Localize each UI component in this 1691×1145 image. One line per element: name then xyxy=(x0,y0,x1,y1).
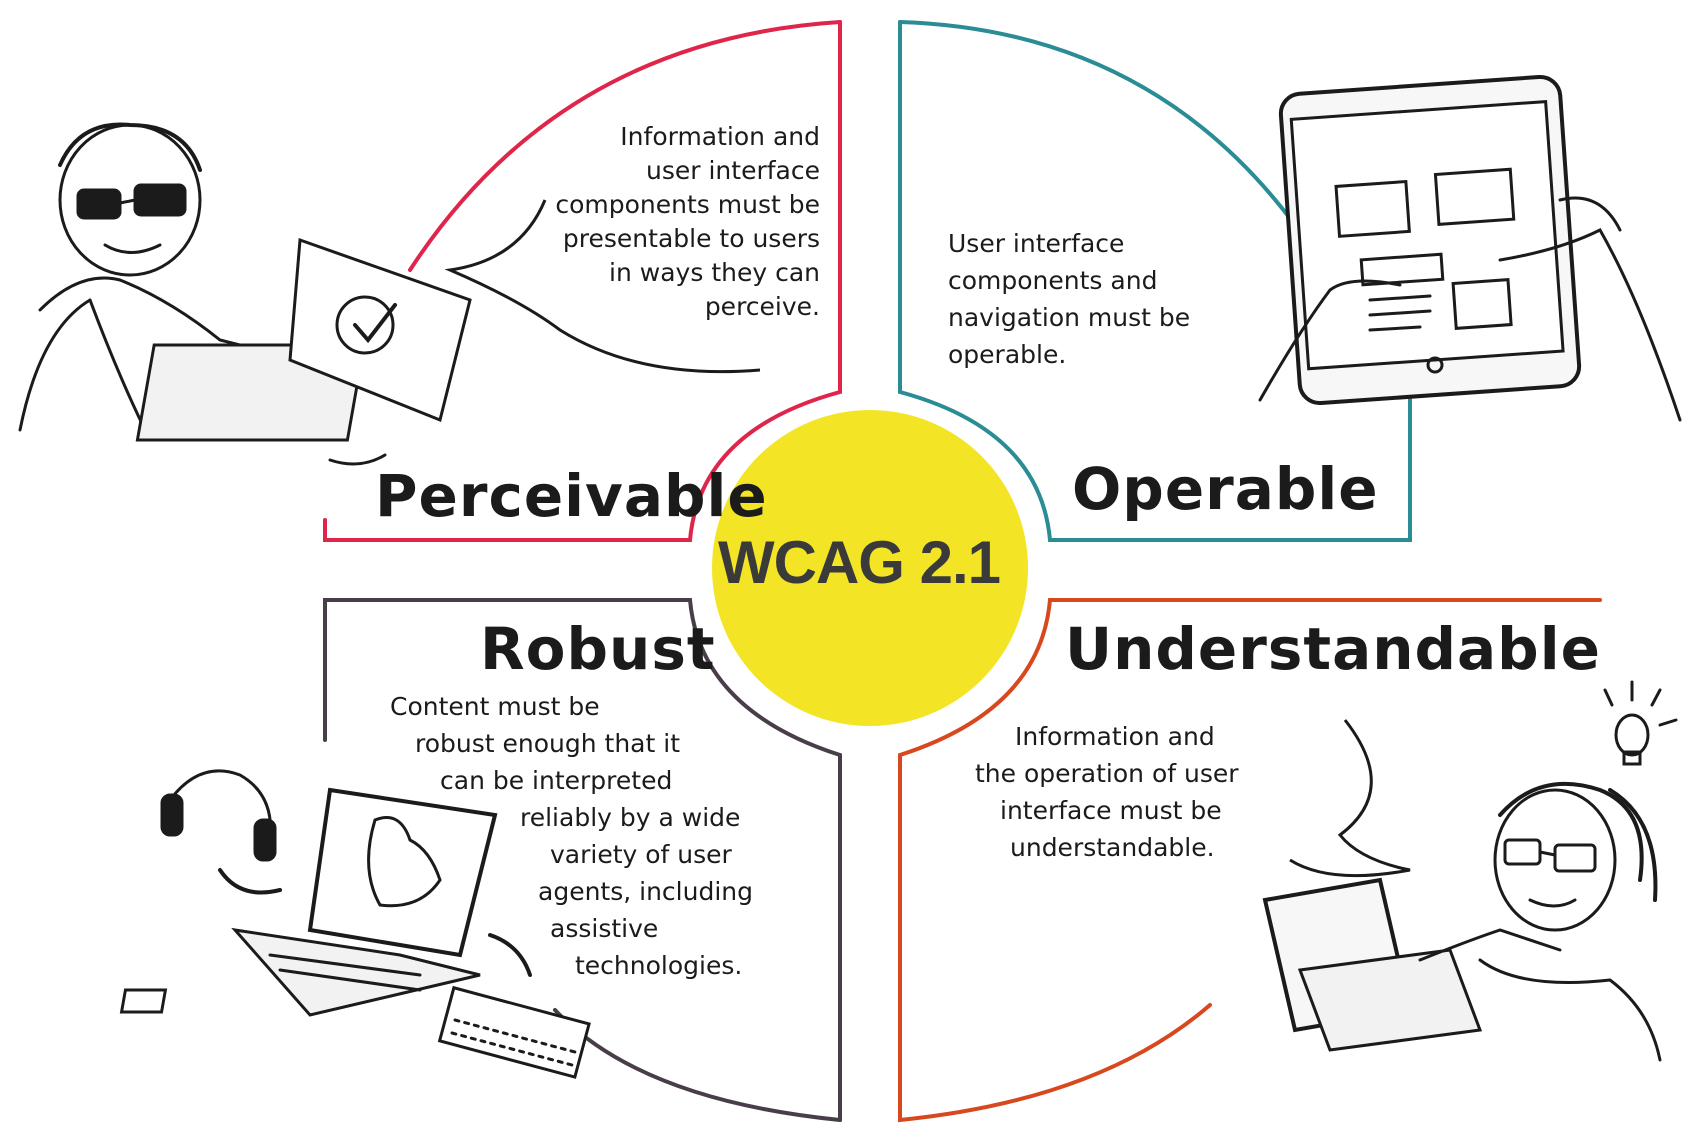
robust-line: robust enough that it xyxy=(415,729,681,758)
perceivable-title: Perceivable xyxy=(375,462,768,530)
laptop-headphones-keyboard-illustration xyxy=(119,769,591,1079)
perceivable-line: presentable to users xyxy=(562,224,820,253)
operable-outline xyxy=(898,20,1412,542)
perceivable-speech-tail xyxy=(444,199,761,374)
understandable-outline xyxy=(898,598,1602,1123)
understandable-line: interface must be xyxy=(1000,796,1222,825)
robust-line: variety of user xyxy=(550,840,732,869)
robust-line: agents, including xyxy=(538,877,753,906)
perceivable-description: Information and user interface component… xyxy=(520,120,820,324)
perceivable-outline xyxy=(323,20,842,542)
understandable-description: Information and the operation of user in… xyxy=(975,718,1305,866)
understandable-title: Understandable xyxy=(1065,615,1601,683)
robust-outline xyxy=(323,598,842,1122)
robust-line: assistive xyxy=(550,914,659,943)
operable-arc xyxy=(898,20,1297,227)
operable-line: components and xyxy=(948,266,1158,295)
wcag-center-title: WCAG 2.1 xyxy=(718,529,1001,596)
person-with-sunglasses-at-laptop-illustration xyxy=(18,122,472,466)
understandable-line: understandable. xyxy=(1010,833,1215,862)
perceivable-arc xyxy=(408,20,842,272)
operable-description: User interface components and navigation… xyxy=(948,225,1248,373)
perceivable-line: Information and xyxy=(620,122,820,151)
perceivable-line: perceive. xyxy=(704,292,820,321)
operable-line: operable. xyxy=(948,340,1067,369)
perceivable-line: user interface xyxy=(646,156,820,185)
perceivable-line: components must be xyxy=(555,190,820,219)
robust-line: Content must be xyxy=(390,692,600,721)
understandable-line: Information and xyxy=(1015,722,1215,751)
robust-arc xyxy=(553,1008,842,1122)
person-with-lightbulb-at-laptop-illustration xyxy=(1262,680,1678,1062)
robust-line: can be interpreted xyxy=(440,766,673,795)
robust-title: Robust xyxy=(480,615,716,683)
robust-line: technologies. xyxy=(575,951,743,980)
understandable-speech-tail xyxy=(1289,719,1411,878)
operable-line: User interface xyxy=(948,229,1125,258)
robust-description: Content must be robust enough that it ca… xyxy=(390,688,810,984)
operable-title: Operable xyxy=(1072,455,1379,523)
perceivable-line: in ways they can xyxy=(609,258,820,287)
wcag-center-circle xyxy=(712,410,1028,726)
understandable-line: the operation of user xyxy=(975,759,1239,788)
hands-holding-tablet-illustration xyxy=(1258,74,1682,422)
robust-line: reliably by a wide xyxy=(520,803,741,832)
operable-line: navigation must be xyxy=(948,303,1191,332)
